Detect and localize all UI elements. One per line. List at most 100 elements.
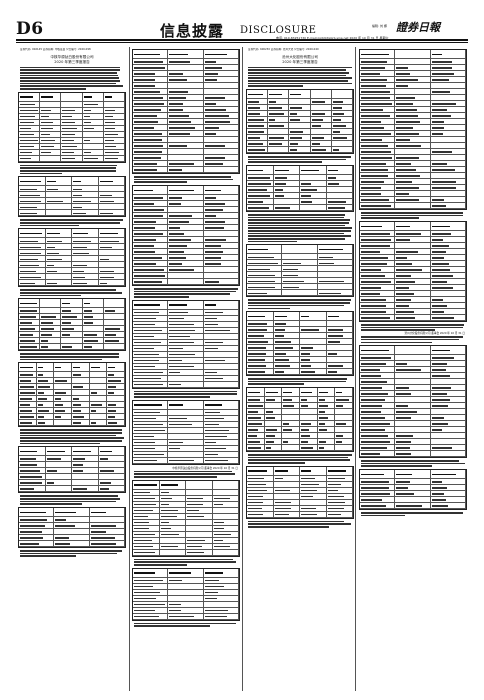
- cell-text: [55, 392, 66, 394]
- cell-text: [248, 470, 268, 472]
- cell-text: [396, 121, 420, 123]
- cell-text: [327, 513, 341, 516]
- cell-text: [318, 391, 329, 394]
- cell-text: [134, 347, 155, 350]
- table-cell: [168, 345, 204, 352]
- table-cell: [19, 456, 46, 463]
- cell-text: [274, 371, 284, 373]
- cell-text: [269, 119, 276, 121]
- cell-text: [169, 371, 181, 374]
- cell-text: [204, 323, 218, 326]
- table-cell: [82, 137, 104, 144]
- table-cell: [133, 194, 169, 201]
- cell-text: [290, 107, 303, 109]
- cell-text: [20, 258, 39, 260]
- cell-text: [204, 133, 217, 135]
- table-cell: [168, 601, 204, 608]
- cell-text: [20, 464, 38, 466]
- table-cell: [61, 308, 83, 315]
- table-cell: [72, 468, 99, 475]
- table-cell: [273, 481, 300, 488]
- cell-text: [134, 115, 158, 117]
- table-cell: [264, 421, 283, 428]
- cell-text: [361, 441, 391, 443]
- table-cell: [54, 372, 72, 379]
- cell-text: [431, 375, 450, 377]
- table-cell: [54, 396, 72, 403]
- table-cell: [168, 457, 204, 464]
- cell-text: [269, 137, 285, 139]
- cell-text: [361, 121, 382, 123]
- table-cell: [133, 143, 169, 149]
- cell-text: [336, 399, 349, 401]
- text-paragraph: [248, 378, 352, 386]
- cell-text: [318, 249, 344, 251]
- cell-text: [332, 137, 348, 139]
- table-cell: [247, 174, 274, 181]
- cell-text: [361, 157, 392, 159]
- cell-text: [104, 133, 118, 136]
- table-cell: [40, 308, 62, 315]
- table-cell: [247, 321, 274, 328]
- text-line: [248, 454, 352, 456]
- cell-text: [41, 328, 54, 330]
- cell-text: [99, 488, 109, 490]
- cell-text: [396, 269, 422, 271]
- table-cell: [395, 83, 431, 89]
- cell-text: [204, 585, 225, 588]
- table-cell: [331, 117, 353, 123]
- table-cell: [133, 439, 169, 446]
- cell-text: [160, 484, 178, 486]
- table-cell: [282, 254, 318, 261]
- cell-text: [169, 423, 193, 426]
- table-cell: [61, 338, 83, 345]
- cell-text: [187, 503, 204, 506]
- cell-text: [361, 91, 390, 93]
- text-line: [248, 520, 345, 523]
- cell-text: [62, 328, 74, 330]
- table-cell: [186, 501, 213, 508]
- table-cell: [203, 363, 239, 370]
- table-cell: [45, 474, 72, 481]
- cell-text: [134, 91, 160, 93]
- cell-text: [431, 429, 443, 431]
- table-cell: [40, 299, 62, 309]
- text-line: [20, 80, 120, 82]
- table-cell: [89, 363, 108, 373]
- table-cell: [203, 369, 239, 376]
- cell-text: [290, 93, 302, 95]
- cell-text: [204, 227, 224, 229]
- cell-text: [396, 411, 417, 413]
- text-line: [248, 156, 351, 158]
- table-cell: [168, 155, 204, 161]
- table-cell: [103, 299, 125, 309]
- cell-text: [20, 103, 35, 106]
- cell-text: [204, 215, 217, 217]
- cell-text: [361, 187, 382, 189]
- cell-text: [248, 353, 267, 355]
- cell-text: [169, 227, 180, 229]
- cell-text: [248, 365, 266, 367]
- table-cell: [40, 149, 62, 156]
- text-paragraph: [361, 512, 465, 517]
- table-cell: [19, 462, 46, 469]
- cell-text: [265, 417, 275, 419]
- text-line: [20, 437, 124, 439]
- cell-text: [169, 251, 185, 253]
- cell-text: [396, 287, 410, 289]
- table-cell: [89, 390, 108, 397]
- table-cell: [45, 177, 72, 187]
- table-cell: [133, 369, 169, 376]
- cell-text: [327, 495, 345, 498]
- table-cell: [19, 107, 41, 114]
- table-cell: [168, 95, 204, 101]
- table-cell: [282, 290, 318, 297]
- table-cell: [45, 268, 72, 275]
- cell-text: [204, 304, 216, 306]
- table-cell: [203, 101, 239, 107]
- table-cell: [203, 568, 239, 578]
- cell-text: [169, 323, 195, 326]
- cell-text: [274, 359, 289, 361]
- cell-text: [108, 392, 114, 394]
- table-cell: [103, 101, 125, 108]
